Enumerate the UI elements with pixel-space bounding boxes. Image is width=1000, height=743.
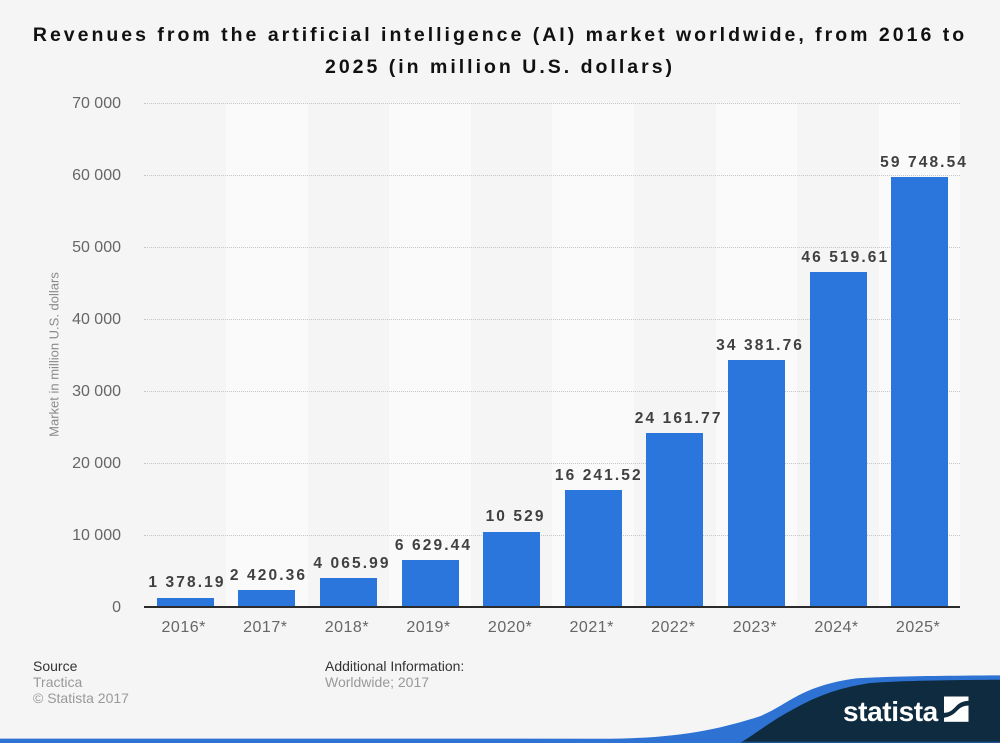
svg-text:statista: statista <box>843 696 939 727</box>
